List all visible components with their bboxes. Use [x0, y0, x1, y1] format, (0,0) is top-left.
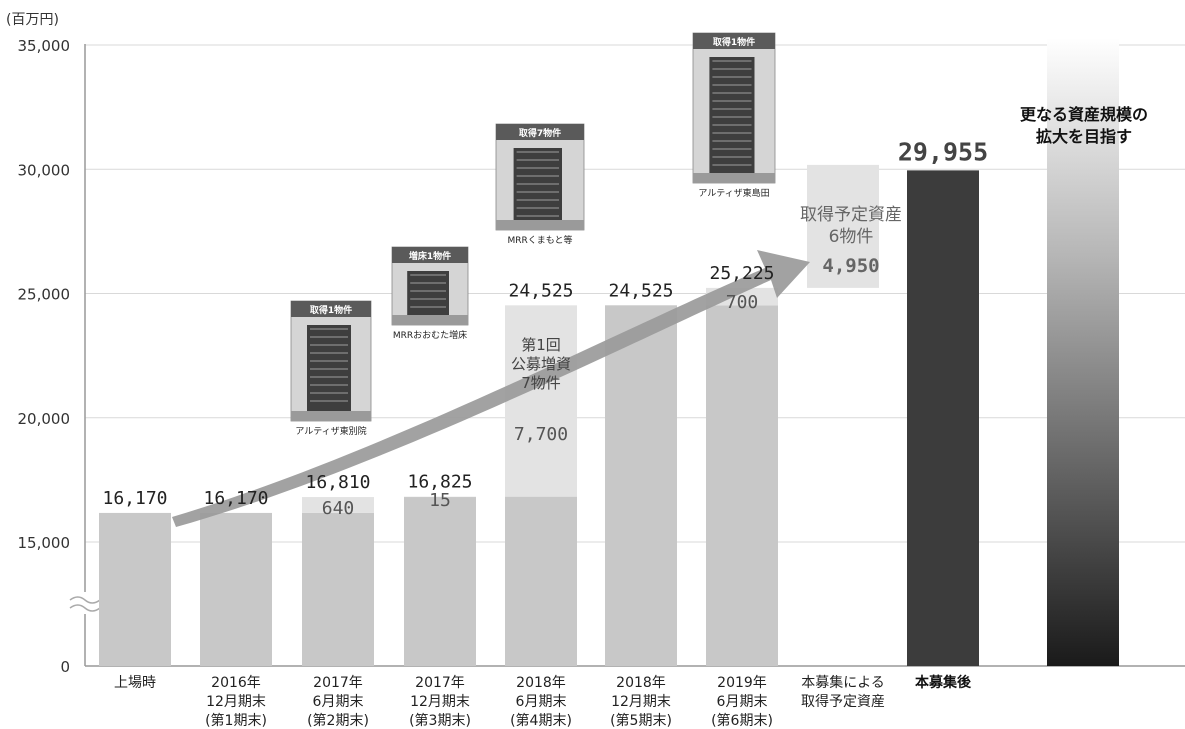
y-axis-ticks: 0 15,000 20,000 25,000 30,000 35,000	[18, 37, 71, 676]
photo-badge	[392, 247, 468, 263]
value-labels: 16,170 16,170 16,810 16,825 24,525 24,525 25,2…	[102, 137, 988, 519]
photo-badge-text: 増床1物件	[409, 250, 451, 262]
property-photo: 増床1物件 MRRおおむた増床	[391, 246, 469, 341]
bar-base	[200, 512, 272, 666]
building-shape	[307, 325, 351, 411]
bar-pending-acquisition	[807, 164, 879, 288]
photo-caption: アルティザ東島田	[698, 187, 769, 199]
x-tick-label: 6月期末	[717, 694, 768, 710]
pending-note-line: 6物件	[829, 227, 874, 247]
x-tick-label: 本募集による	[801, 674, 885, 691]
photo-badge-text: 取得1物件	[713, 36, 755, 48]
offering-note-line: 7物件	[521, 374, 561, 392]
gridlines	[85, 44, 1185, 543]
x-tick-label: (第1期末)	[205, 712, 267, 729]
future-expansion-bar	[1047, 38, 1119, 666]
total-label: 24,525	[608, 280, 673, 301]
x-axis-categories: 上場時 2016年 12月期末 (第1期末) 2017年 6月期末 (第2期末) 2017年 1…	[114, 674, 972, 729]
y-tick-label: 35,000	[18, 37, 71, 55]
x-tick-label: 本募集後	[915, 674, 972, 691]
photo-ground	[693, 173, 775, 183]
x-tick-label: 取得予定資産	[801, 693, 885, 710]
offering-note-line: 第1回	[521, 336, 561, 354]
x-tick-label: (第2期末)	[307, 712, 369, 729]
bar-base	[505, 496, 577, 666]
pending-note-line: 取得予定資産	[800, 205, 902, 225]
increment-label: 640	[322, 498, 355, 519]
unit-label: (百万円)	[6, 12, 59, 28]
photo-ground	[392, 315, 468, 325]
y-tick-label: 20,000	[18, 410, 71, 428]
bar-base	[302, 512, 374, 666]
total-label: 16,810	[305, 472, 370, 493]
increment-label: 7,700	[514, 424, 568, 445]
bar-increment	[505, 305, 577, 497]
x-tick-label: 12月期末	[410, 694, 470, 710]
total-label: 16,825	[407, 472, 472, 493]
increment-label: 700	[726, 292, 759, 313]
x-tick-label: (第6期末)	[711, 712, 773, 729]
x-tick-label: 6月期末	[516, 694, 567, 710]
bar-base	[99, 512, 171, 666]
x-tick-label: 2019年	[717, 675, 767, 691]
x-tick-label: 2018年	[516, 675, 566, 691]
photo-caption: アルティザ東別院	[295, 425, 366, 437]
photo-badge	[693, 33, 775, 49]
x-tick-label: 2016年	[211, 675, 261, 691]
photo-ground	[291, 411, 371, 421]
photo-caption: MRRおおむた増床	[393, 329, 467, 341]
photo-caption: MRRくまもと等	[507, 234, 572, 246]
x-tick-label: (第3期末)	[409, 712, 471, 729]
x-tick-label: 12月期末	[206, 694, 266, 710]
x-tick-label: 2017年	[313, 675, 363, 691]
x-tick-label: 2018年	[616, 675, 666, 691]
y-tick-label: 25,000	[18, 286, 71, 304]
bar-base	[706, 305, 778, 666]
offering-note-line: 公募増資	[511, 355, 571, 373]
photo-badge	[291, 301, 371, 317]
photo-badge-text: 取得1物件	[310, 304, 352, 316]
photo-badge-text: 取得7物件	[519, 127, 561, 139]
goal-text-line: 更なる資産規模の	[1020, 105, 1148, 124]
building-shape	[709, 57, 755, 173]
x-tick-label: (第5期末)	[610, 712, 672, 729]
x-tick-label: 12月期末	[611, 694, 671, 710]
goal-text-line: 拡大を目指す	[1036, 127, 1132, 146]
growth-arrow	[172, 250, 810, 527]
total-label: 16,170	[102, 488, 167, 509]
bar-increment	[302, 497, 374, 513]
total-label: 25,225	[709, 263, 774, 284]
x-tick-label: (第4期末)	[510, 712, 572, 729]
building-shape	[407, 271, 449, 315]
x-tick-label: 6月期末	[313, 694, 364, 710]
photo-badge	[496, 124, 584, 140]
axis-break-mark	[69, 592, 101, 614]
bar-after-offering	[907, 170, 979, 666]
bars	[99, 164, 979, 666]
x-tick-label: 2017年	[415, 675, 465, 691]
bar-base	[605, 305, 677, 666]
y-tick-label: 0	[60, 658, 70, 676]
pending-value-label: 4,950	[822, 255, 879, 277]
y-tick-label: 30,000	[18, 161, 71, 179]
y-tick-label: 15,000	[18, 534, 71, 552]
photo-ground	[496, 220, 584, 230]
x-tick-label: 上場時	[114, 675, 156, 691]
bar-base	[404, 497, 476, 666]
property-photo: 取得7物件 MRRくまもと等	[495, 123, 585, 246]
increment-label: 15	[429, 490, 451, 511]
total-label: 24,525	[508, 280, 573, 301]
final-total-label: 29,955	[898, 137, 988, 166]
total-label: 16,170	[203, 488, 268, 509]
